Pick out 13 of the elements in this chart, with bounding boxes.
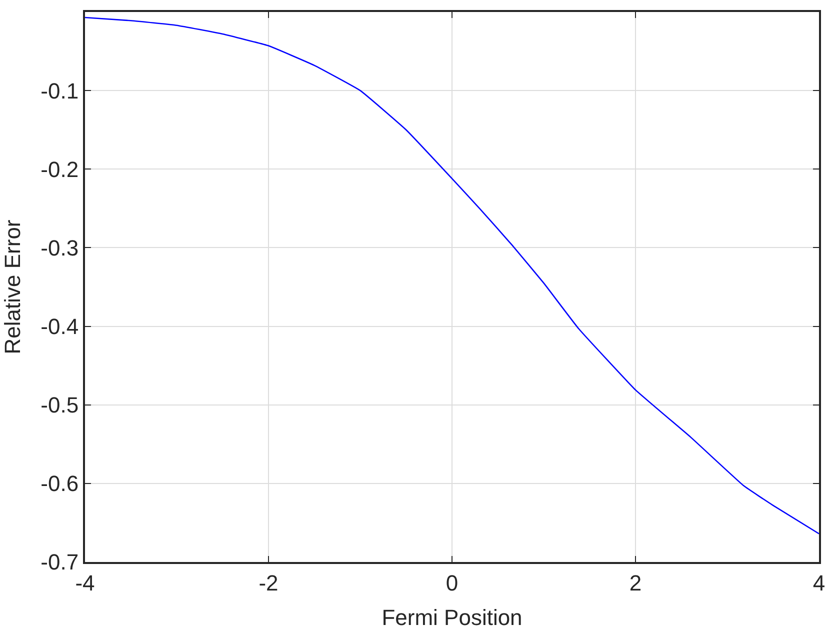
y-tick-label: -0.5 <box>40 392 79 418</box>
x-tick-label: -2 <box>258 570 278 596</box>
y-axis-title: Relative Error <box>0 220 25 354</box>
y-tick-label: -0.6 <box>40 471 79 496</box>
y-tick-label: -0.1 <box>40 78 79 104</box>
x-tick-label: 2 <box>629 570 642 596</box>
x-axis-title: Fermi Position <box>382 604 522 630</box>
x-tick-label: 0 <box>446 570 458 596</box>
y-tick-label: -0.3 <box>40 235 79 260</box>
y-tick-label: -0.4 <box>40 314 79 339</box>
line-series <box>85 16 819 534</box>
y-tick-label: -0.2 <box>40 156 79 182</box>
x-tick-label: 4 <box>812 570 826 596</box>
